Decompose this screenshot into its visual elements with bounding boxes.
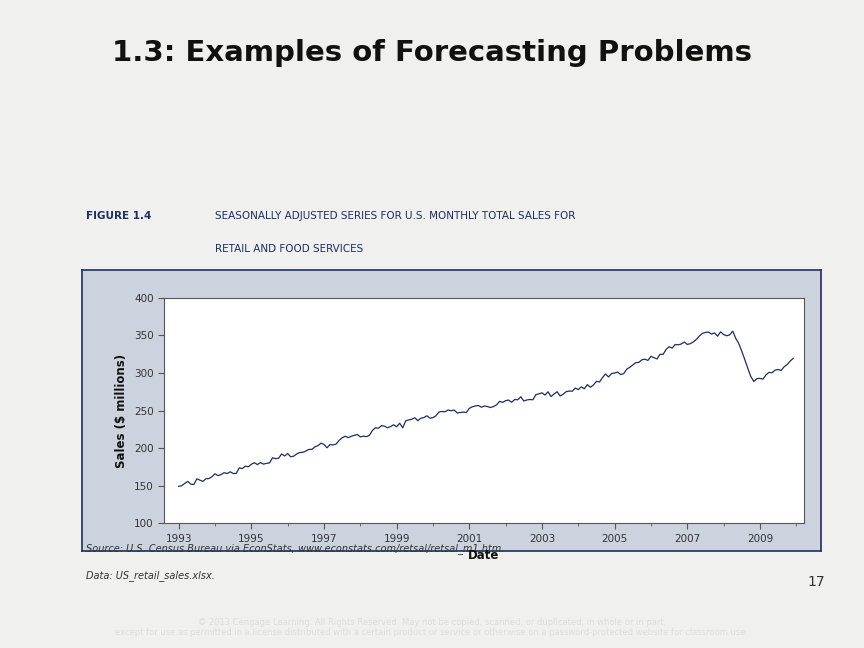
Text: © 2013 Cengage Learning. All Rights Reserved. May not be copied, scanned, or dup: © 2013 Cengage Learning. All Rights Rese… (116, 618, 748, 637)
Text: FIGURE 1.4: FIGURE 1.4 (86, 211, 152, 221)
Text: RETAIL AND FOOD SERVICES: RETAIL AND FOOD SERVICES (215, 244, 363, 254)
Y-axis label: Sales ($ millions): Sales ($ millions) (116, 353, 129, 468)
Text: 1.3: Examples of Forecasting Problems: 1.3: Examples of Forecasting Problems (112, 39, 752, 67)
Text: SEASONALLY ADJUSTED SERIES FOR U.S. MONTHLY TOTAL SALES FOR: SEASONALLY ADJUSTED SERIES FOR U.S. MONT… (215, 211, 575, 221)
Text: Data: US_retail_sales.xlsx.: Data: US_retail_sales.xlsx. (86, 570, 215, 581)
X-axis label: Date: Date (468, 549, 499, 562)
Text: 17: 17 (808, 575, 825, 589)
Text: Source: U.S. Census Bureau via EconStats, www.econstats.com/retsal/retsal_m1.htm: Source: U.S. Census Bureau via EconStats… (86, 543, 505, 554)
